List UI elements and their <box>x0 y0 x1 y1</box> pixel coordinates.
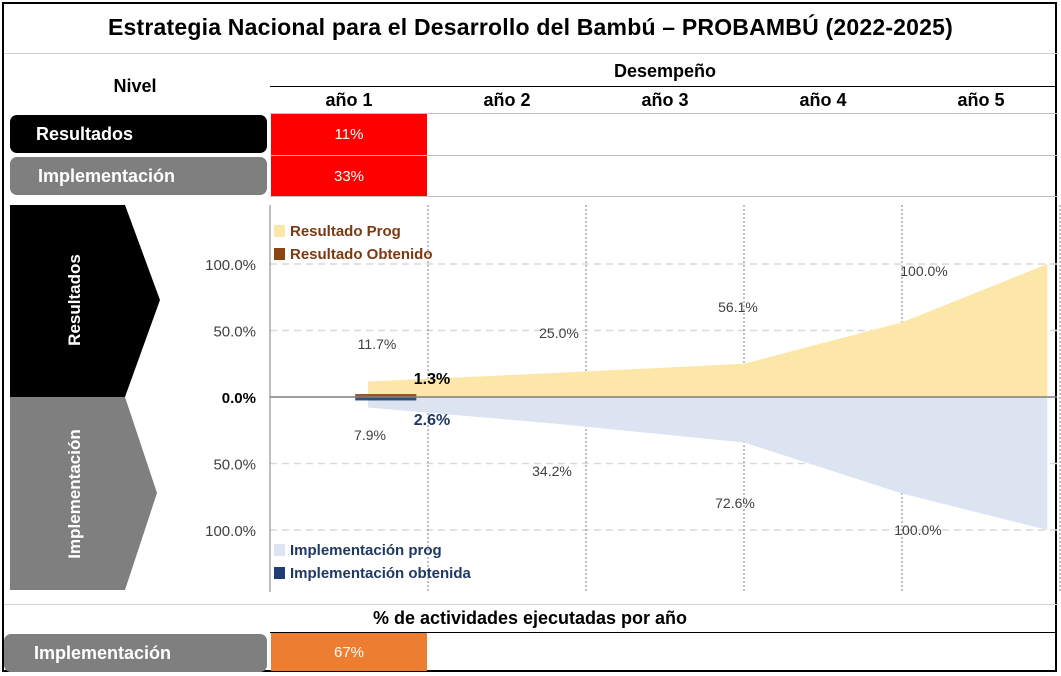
footer-top-line <box>4 604 1057 605</box>
legend-lower-swatch-1 <box>274 567 285 579</box>
resultados-side-label: Resultados <box>65 254 84 346</box>
footer-year1-cell: 67% <box>271 633 427 671</box>
desempeno-header: Desempeño <box>613 61 717 81</box>
page-title: Estrategia Nacional para el Desarrollo d… <box>107 14 954 40</box>
data-label-s2-1: 34.2% <box>532 463 572 479</box>
row-line-3 <box>270 196 1057 197</box>
implementacion-year1-cell: 33% <box>271 156 427 196</box>
legend-upper-label-0: Resultado Prog <box>290 223 401 240</box>
resultados-year1-value: 11% <box>334 126 364 143</box>
data-label-s0-1: 25.0% <box>539 325 579 341</box>
legend-lower-swatch-0 <box>274 544 285 556</box>
desempeno-underline <box>270 86 1057 87</box>
footer-underline <box>270 632 1057 633</box>
data-label-s0-3: 100.0% <box>900 263 947 279</box>
implementacion-label-box: Implementación <box>10 157 267 195</box>
y-tick-lower-0: 50.0% <box>213 457 256 474</box>
implementacion-arrow-panel <box>10 397 157 590</box>
legend-lower-label-1: Implementación obtenida <box>290 565 472 582</box>
footer-year1-value: 67% <box>333 643 365 661</box>
y-tick-lower-1: 100.0% <box>205 523 256 540</box>
implementacion-year1-value: 33% <box>333 167 365 185</box>
data-label-s2-0: 7.9% <box>354 427 386 443</box>
legend-upper-swatch-1 <box>274 248 285 260</box>
y-tick-upper-0: 100.0% <box>205 257 256 274</box>
y-tick-upper-2: 0.0% <box>222 390 256 407</box>
data-label-s2-2: 72.6% <box>715 495 755 511</box>
data-label-s1-0: 1.3% <box>414 371 450 388</box>
legend-upper-swatch-0 <box>274 225 285 237</box>
legend-upper-label-1: Resultado Obtenido <box>290 246 433 263</box>
series-2-area <box>367 397 1048 530</box>
year-header-5: año 5 <box>957 90 1005 110</box>
year-header-1: año 1 <box>325 90 373 110</box>
year-header-3: año 3 <box>641 90 689 110</box>
series-0-area <box>367 264 1048 397</box>
series-3-bar <box>355 397 417 401</box>
resultados-year1-cell: 11% <box>271 114 427 155</box>
footer-heading: % de actividades ejecutadas por año <box>372 608 688 628</box>
data-label-s0-2: 56.1% <box>718 299 758 315</box>
resultados-label: Resultados <box>36 123 134 144</box>
implementacion-label: Implementación <box>38 165 176 186</box>
legend-lower-label-0: Implementación prog <box>290 542 442 559</box>
y-tick-upper-1: 50.0% <box>213 324 256 341</box>
implementacion-side-label: Implementación <box>65 429 84 558</box>
series-1-bar <box>355 394 417 397</box>
row-line-1 <box>270 113 1057 114</box>
footer-implementacion-label: Implementación <box>34 642 172 663</box>
nivel-header: Nivel <box>113 76 157 96</box>
resultados-arrow-panel <box>10 205 160 397</box>
data-label-s2-3: 100.0% <box>894 522 941 538</box>
data-label-s3-0: 2.6% <box>414 412 450 429</box>
resultados-label-box: Resultados <box>10 115 267 153</box>
footer-implementacion-label-box: Implementación <box>4 634 267 672</box>
data-label-s0-0: 11.7% <box>358 336 397 352</box>
row-line-2 <box>270 155 1057 156</box>
year-header-2: año 2 <box>483 90 531 110</box>
title-divider <box>4 53 1057 54</box>
year-header-4: año 4 <box>799 90 847 110</box>
